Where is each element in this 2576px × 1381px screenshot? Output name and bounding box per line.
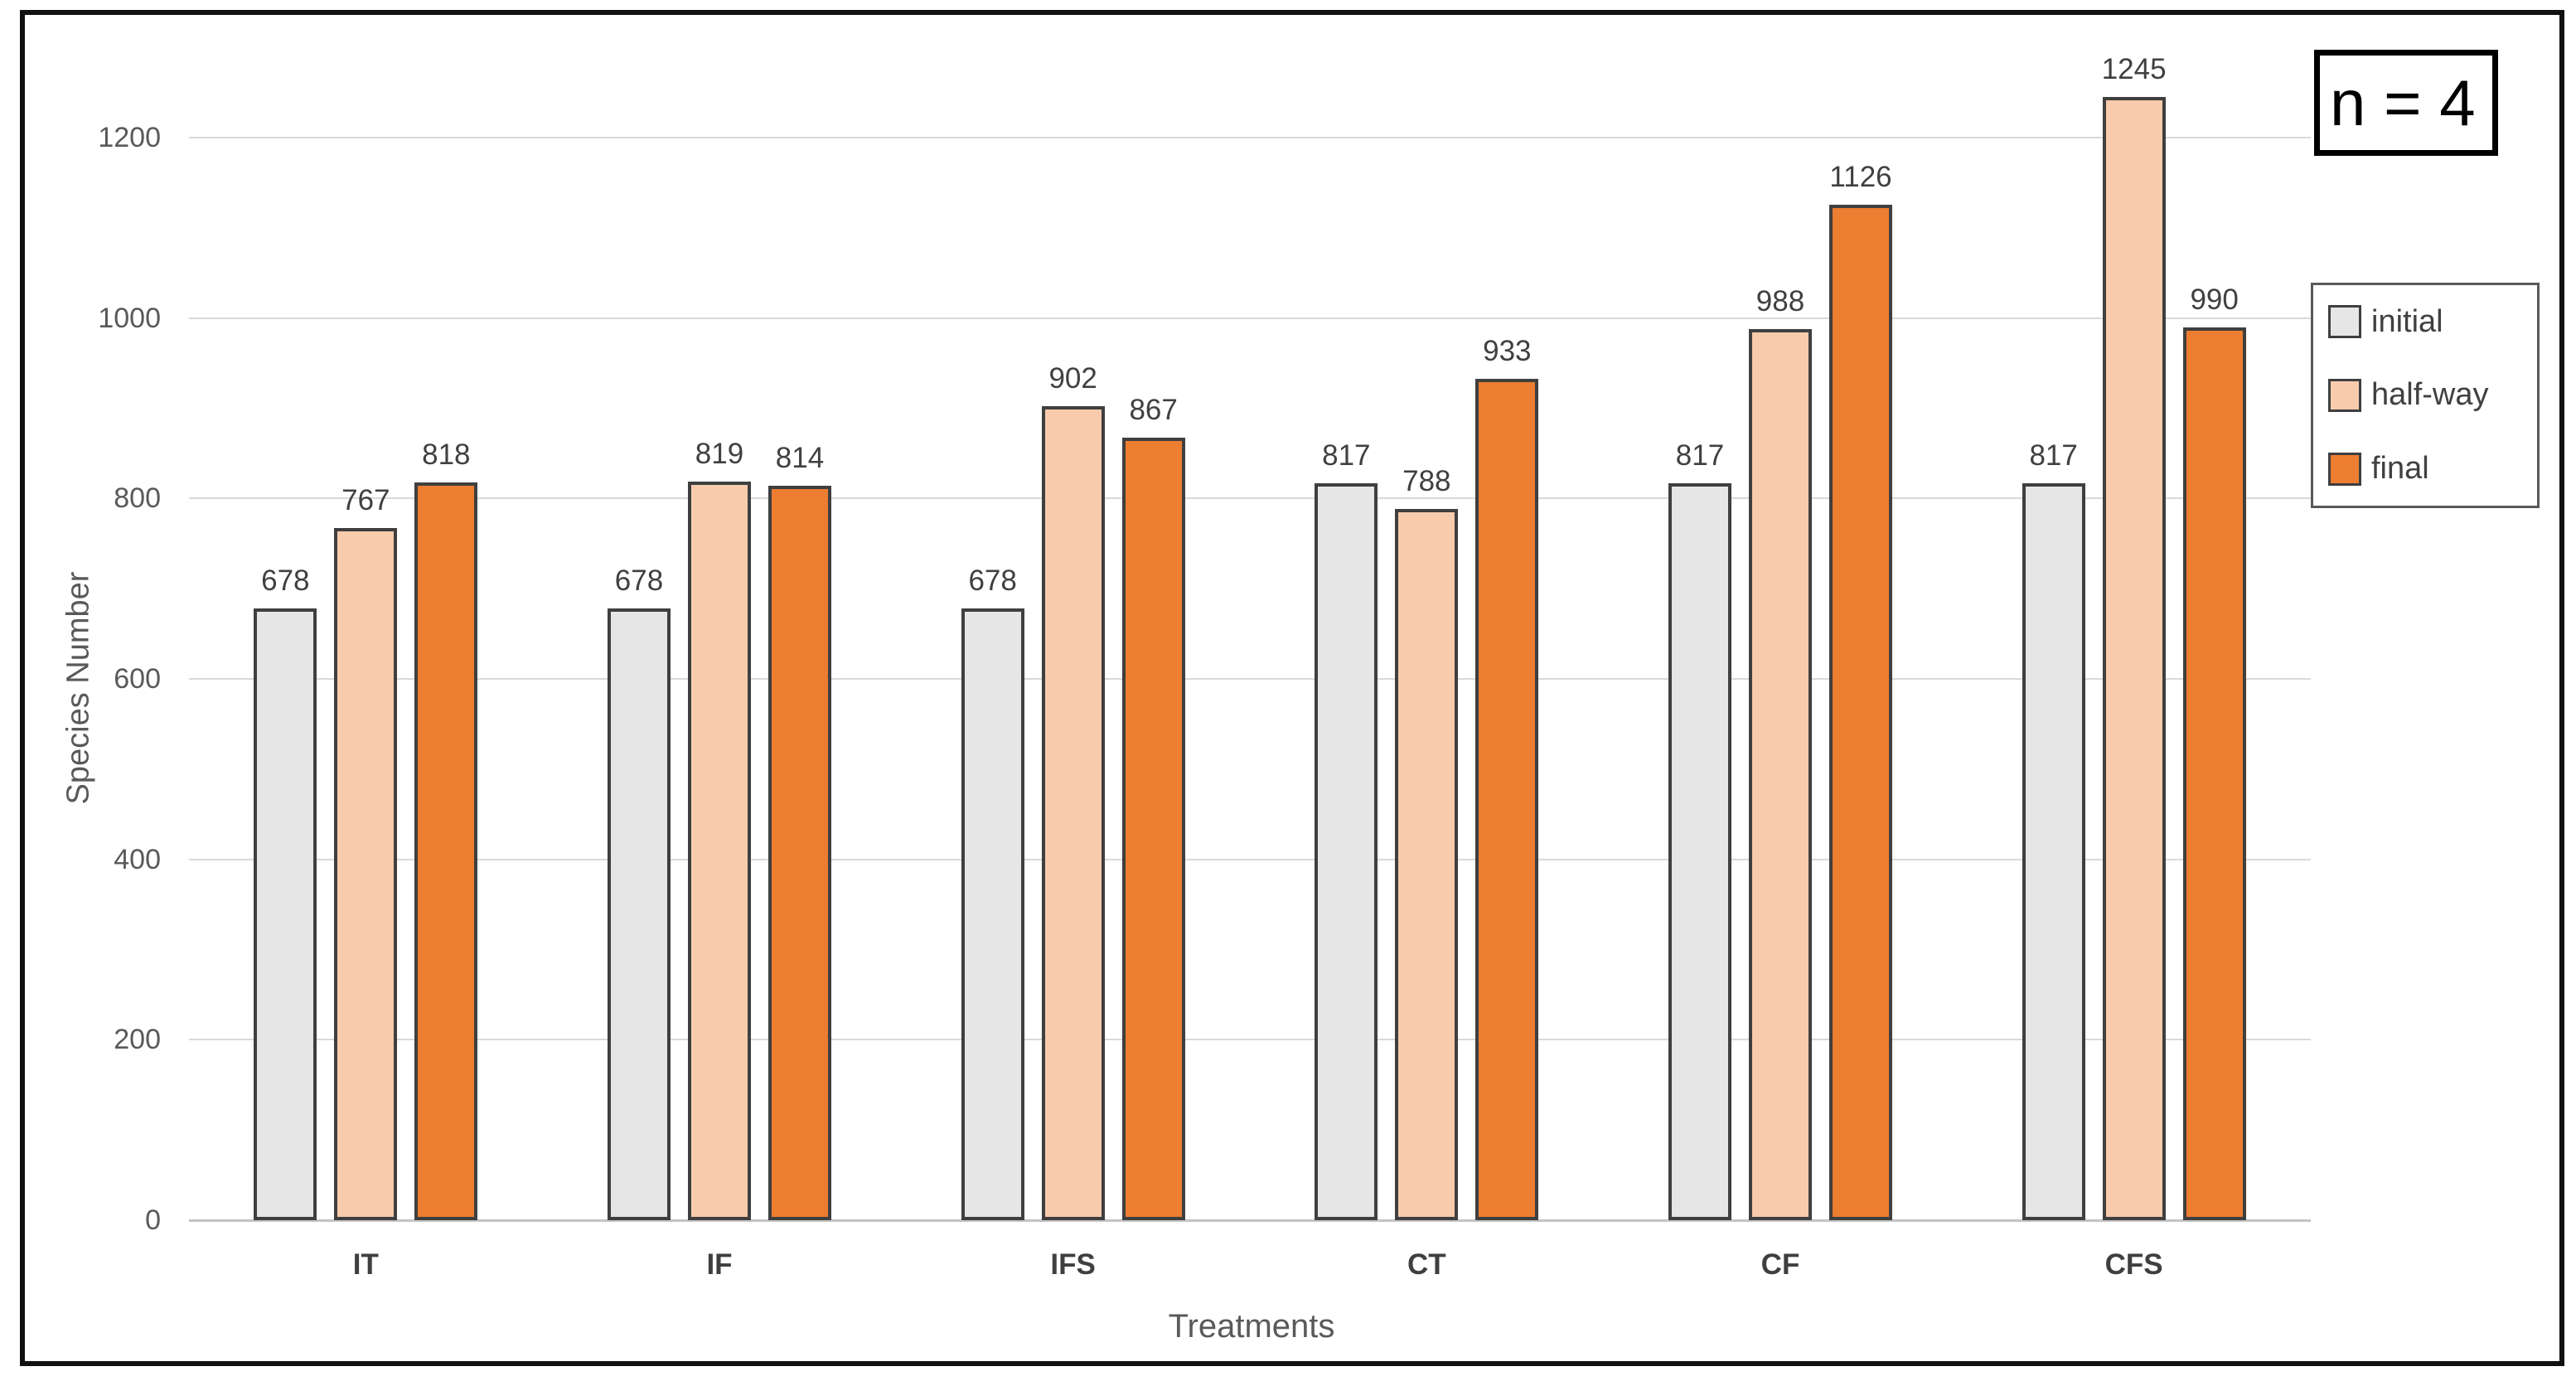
value-label-final-IFS: 867 — [1129, 394, 1178, 427]
bar-half-way-IT — [334, 528, 398, 1220]
bar-final-CF — [1829, 204, 1892, 1220]
bar-half-way-CF — [1749, 328, 1812, 1220]
value-label-final-CFS: 990 — [2190, 283, 2239, 316]
x-category-label-IFS: IFS — [1050, 1248, 1096, 1281]
value-label-half-way-CFS: 1245 — [2101, 53, 2167, 86]
legend-swatch-half-way — [2328, 378, 2361, 412]
x-category-label-CT: CT — [1407, 1248, 1446, 1281]
bar-half-way-CT — [1395, 509, 1459, 1220]
legend-item-final: final — [2328, 451, 2537, 487]
value-label-initial-CT: 817 — [1322, 439, 1371, 472]
legend-label-initial: initial — [2371, 303, 2443, 339]
bar-initial-IF — [608, 608, 671, 1220]
y-axis-title: Species Number — [61, 571, 96, 805]
value-label-initial-CF: 817 — [1675, 439, 1725, 472]
y-tick-label: 0 — [145, 1204, 161, 1236]
legend-item-half-way: half-way — [2328, 377, 2537, 413]
y-tick-label: 400 — [114, 843, 161, 875]
bar-initial-IFS — [961, 608, 1024, 1220]
legend-item-initial: initial — [2328, 304, 2537, 340]
bar-initial-CF — [1668, 482, 1731, 1220]
bar-initial-CT — [1315, 482, 1378, 1220]
annotation-box: n = 4 — [2314, 50, 2498, 156]
value-label-half-way-CF: 988 — [1755, 284, 1805, 317]
y-tick-label: 800 — [114, 482, 161, 515]
legend-swatch-initial — [2328, 305, 2361, 339]
figure-border — [20, 10, 2564, 1366]
bar-half-way-IFS — [1041, 406, 1105, 1220]
gridline — [189, 497, 2311, 500]
y-tick-label: 1200 — [98, 122, 161, 153]
value-label-half-way-IF: 819 — [695, 437, 744, 470]
gridline — [189, 317, 2311, 319]
value-label-half-way-IFS: 902 — [1048, 362, 1097, 395]
value-label-final-CT: 933 — [1483, 334, 1532, 367]
bar-final-IFS — [1121, 438, 1185, 1220]
bar-half-way-CFS — [2102, 97, 2166, 1220]
value-label-final-IT: 818 — [422, 438, 471, 471]
gridline — [189, 1039, 2311, 1041]
value-label-initial-IT: 678 — [261, 565, 310, 598]
value-label-initial-IFS: 678 — [968, 565, 1017, 598]
y-tick-label: 200 — [114, 1024, 161, 1056]
bar-final-IF — [768, 486, 831, 1220]
x-category-label-CF: CF — [1760, 1248, 1800, 1281]
legend: initial half-way final — [2311, 283, 2540, 508]
y-tick-label: 600 — [114, 663, 161, 695]
legend-label-final: final — [2371, 451, 2429, 487]
value-label-half-way-IT: 767 — [341, 484, 390, 517]
value-label-final-IF: 814 — [775, 442, 825, 475]
value-label-initial-CFS: 817 — [2029, 439, 2078, 472]
bar-initial-IT — [254, 608, 317, 1220]
gridline — [189, 678, 2311, 680]
value-label-final-CF: 1126 — [1829, 160, 1892, 193]
value-label-initial-IF: 678 — [614, 565, 664, 598]
gridline — [189, 858, 2311, 860]
x-category-label-IT: IT — [352, 1248, 379, 1281]
x-axis-title: Treatments — [1168, 1308, 1335, 1345]
x-category-label-IF: IF — [706, 1248, 733, 1281]
value-label-half-way-CT: 788 — [1402, 465, 1451, 498]
y-tick-label: 1000 — [98, 302, 161, 334]
bar-final-IT — [414, 482, 478, 1220]
x-axis-line — [189, 1219, 2311, 1222]
gridline — [189, 137, 2311, 138]
bar-initial-CFS — [2022, 482, 2085, 1220]
legend-swatch-final — [2328, 452, 2361, 486]
bar-half-way-IF — [688, 481, 751, 1220]
legend-label-half-way: half-way — [2371, 377, 2489, 413]
x-category-label-CFS: CFS — [2104, 1248, 2163, 1281]
bar-final-CFS — [2182, 327, 2246, 1220]
bar-final-CT — [1475, 378, 1539, 1220]
annotation-text: n = 4 — [2330, 65, 2476, 139]
